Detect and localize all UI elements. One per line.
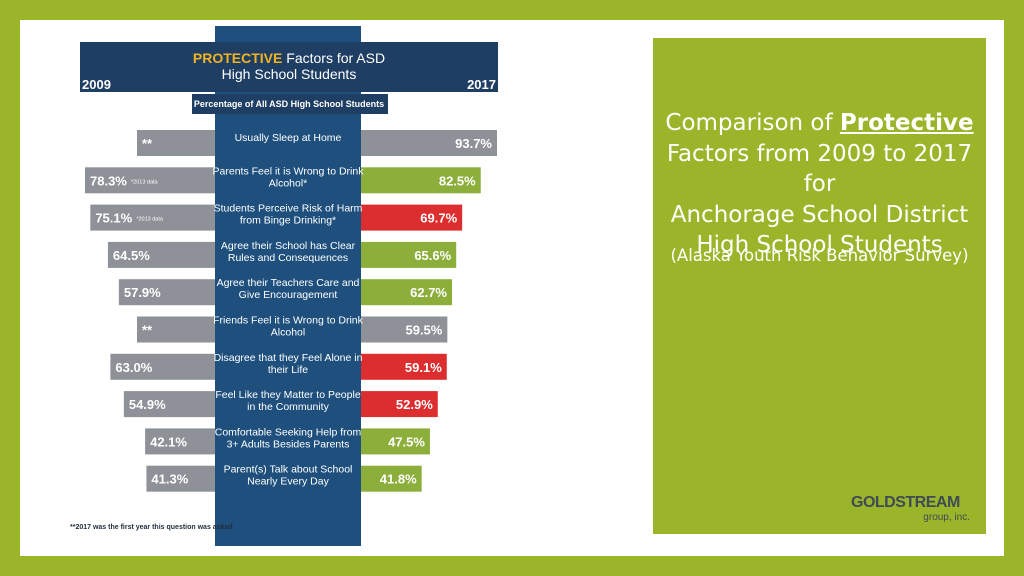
bar-2009-note: *2013 data	[131, 179, 159, 185]
bar-2017-label: 59.1%	[405, 360, 442, 375]
side-panel: Comparison of Protective Factors from 20…	[653, 38, 986, 534]
category-label: Agree their School has Clear	[221, 240, 356, 252]
bar-2009-note: *2013 data	[136, 217, 164, 223]
category-label: Nearly Every Day	[247, 476, 329, 488]
chart-title-line1: PROTECTIVE Factors for ASD	[193, 50, 385, 66]
bar-2017	[361, 241, 457, 268]
panel-title-line4: High School Students	[696, 232, 943, 258]
bar-2017-label: 65.6%	[414, 248, 451, 263]
category-label: Alcohol*	[269, 177, 308, 189]
bar-2009	[137, 130, 215, 156]
category-label: from Binge Drinking*	[240, 215, 336, 227]
bar-2009	[85, 167, 215, 194]
bar-2017	[361, 167, 481, 194]
bar-2017-label: 41.8%	[380, 472, 417, 487]
category-label: Feel Like they Matter to People	[215, 389, 360, 401]
bar-2017-label: 69.7%	[420, 211, 457, 226]
category-label: their Life	[268, 364, 308, 376]
bar-2009	[107, 241, 215, 268]
bar-2009-label: 57.9%	[124, 285, 161, 300]
category-label: Friends Feel it is Wrong to Drink	[213, 315, 364, 327]
category-label: Give Encouragement	[239, 289, 338, 301]
category-label: Usually Sleep at Home	[235, 132, 342, 144]
left-year-label: 2009	[82, 77, 111, 92]
bar-2009-label: **	[142, 136, 153, 151]
bar-2009-label: 78.3%	[90, 173, 127, 188]
bar-2017-label: 59.5%	[405, 323, 442, 338]
bar-2009-label: 41.3%	[151, 472, 188, 487]
category-label: Rules and Consequences	[228, 252, 348, 264]
bar-2017-label: 82.5%	[439, 173, 476, 188]
panel-title-highlight: Protective	[839, 110, 974, 136]
bar-2017-label: 52.9%	[396, 397, 433, 412]
goldstream-logo: GOLDSTREAM group, inc.	[851, 494, 976, 534]
panel-title: Comparison of Protective Factors from 20…	[653, 108, 986, 261]
chart-footnote: **2017 was the first year this question …	[70, 524, 233, 531]
bar-2009	[146, 465, 215, 492]
category-label: in the Community	[247, 401, 329, 413]
chart-subtitle: Percentage of All ASD High School Studen…	[194, 99, 384, 109]
bar-2009-label: 75.1%	[95, 211, 132, 226]
logo-subtitle: group, inc.	[923, 512, 970, 523]
panel-subtitle: (Alaska Youth Risk Behavior Survey)	[670, 246, 969, 265]
bar-2017	[361, 204, 463, 231]
panel-title-prefix: Comparison of	[665, 110, 840, 136]
panel-title-line2: Factors from 2009 to 2017 for	[666, 140, 973, 198]
category-label: Parent(s) Talk about School	[224, 464, 353, 476]
bar-2017	[361, 353, 447, 380]
bar-2017-label: 93.7%	[455, 136, 492, 151]
bar-2017	[361, 428, 430, 455]
subtitle-box	[192, 94, 388, 114]
bar-2017	[361, 465, 422, 492]
bar-2017-label: 62.7%	[410, 285, 447, 300]
bar-2017-label: 47.5%	[388, 434, 425, 449]
bar-2009	[118, 279, 215, 306]
right-year-label: 2017	[467, 77, 496, 92]
bar-2009-label: 63.0%	[115, 360, 152, 375]
bar-2009	[145, 428, 215, 455]
category-label: Disagree that they Feel Alone in	[214, 352, 363, 364]
category-label: 3+ Adults Besides Parents	[227, 438, 350, 450]
bar-2009	[123, 391, 215, 418]
title-banner	[80, 42, 498, 92]
bar-2017	[361, 130, 497, 156]
bar-2009-label: 42.1%	[150, 434, 187, 449]
bar-2009	[110, 353, 215, 380]
bar-2009-label: 54.9%	[129, 397, 166, 412]
category-label: Parents Feel it is Wrong to Drink	[213, 165, 365, 177]
category-label: Students Perceive Risk of Harm	[214, 203, 363, 215]
bar-2009-label: **	[142, 323, 153, 338]
logo-wordmark: GOLDSTREAM	[851, 494, 960, 511]
chart-title-rest: Factors for ASD	[282, 50, 385, 66]
bar-2009	[90, 204, 215, 231]
logo-swoosh-icon	[852, 513, 920, 521]
chart-title-highlight: PROTECTIVE	[193, 50, 282, 66]
bar-2009-label: 64.5%	[113, 248, 150, 263]
panel-title-line3: Anchorage School District	[670, 201, 969, 228]
chart-title-line2: High School Students	[222, 66, 357, 82]
bar-2009	[137, 316, 215, 343]
bar-2017	[361, 316, 448, 343]
bar-2017	[361, 279, 453, 306]
bar-2017	[361, 391, 438, 418]
category-label: Agree their Teachers Care and	[217, 277, 360, 289]
category-label: Alcohol	[271, 327, 305, 339]
category-label: Comfortable Seeking Help from	[215, 426, 362, 438]
